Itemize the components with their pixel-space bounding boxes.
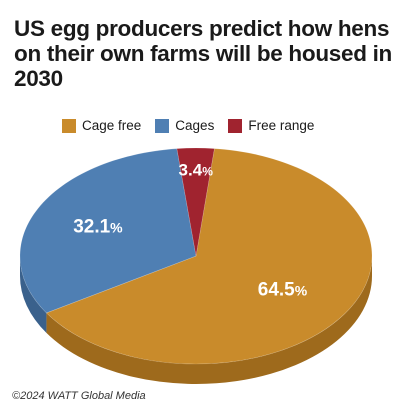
value-label-free-range: 3.4% <box>179 161 214 180</box>
pie-side-cage-free <box>46 256 372 385</box>
pie-slice-cage-free <box>45 148 373 365</box>
legend-label-cages: Cages <box>175 118 215 133</box>
copyright-footer: ©2024 WATT Global Media <box>12 390 146 402</box>
value-label-cages: 32.1% <box>73 217 123 238</box>
legend-swatch-cage-free <box>62 118 76 133</box>
chart-title: US egg producers predict how hens on the… <box>14 16 392 91</box>
pie-side <box>20 256 372 385</box>
value-label-cage-free: 64.5% <box>258 279 308 300</box>
legend-swatch-cages <box>155 118 170 133</box>
legend-label-cage-free: Cage free <box>82 118 142 133</box>
legend-item-cages: Cages <box>155 118 214 133</box>
pie-slice-cages <box>19 148 197 314</box>
legend-swatch-free-range <box>228 118 243 133</box>
legend-item-free-range: Free range <box>228 118 314 133</box>
legend-label-free-range: Free range <box>248 118 315 133</box>
legend-item-cage-free: Cage free <box>62 118 141 133</box>
pie-side-cages <box>20 256 47 333</box>
legend: Cage free Cages Free range <box>62 118 328 133</box>
pie-slice-free-range <box>176 147 215 257</box>
